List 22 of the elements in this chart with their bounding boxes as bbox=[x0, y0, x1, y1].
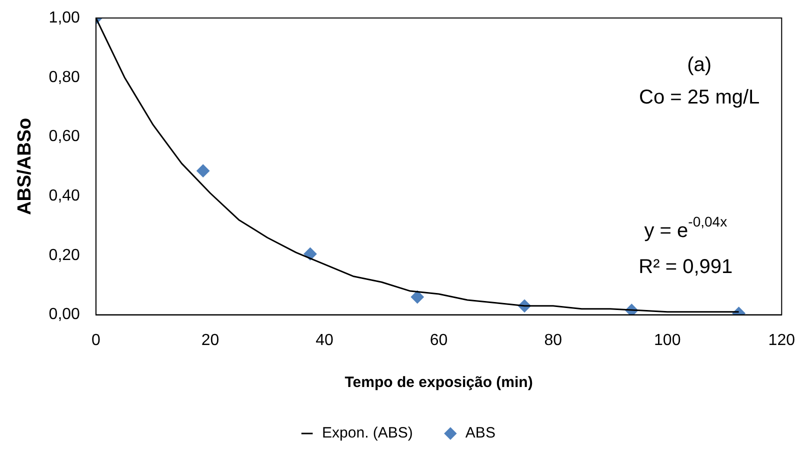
point bbox=[410, 290, 424, 304]
x-tick-label: 40 bbox=[316, 332, 334, 349]
y-axis-title: ABS/ABSo bbox=[14, 118, 36, 215]
x-tick-label: 0 bbox=[91, 332, 100, 349]
point bbox=[196, 164, 210, 178]
y-tick-label: 0,80 bbox=[48, 68, 80, 86]
y-tick-label: 1,00 bbox=[48, 9, 80, 26]
x-tick-label: 80 bbox=[544, 332, 562, 349]
x-tick-label: 20 bbox=[201, 332, 220, 349]
annotation: Co = 25 mg/L bbox=[639, 86, 760, 109]
x-axis-title: Tempo de exposição (min) bbox=[344, 374, 533, 392]
y-tick-label: 0,20 bbox=[48, 246, 80, 264]
annotation: (a) bbox=[687, 54, 712, 76]
x-tick-label: 100 bbox=[654, 332, 681, 349]
y-tick-label: 0,40 bbox=[48, 187, 80, 204]
y-tick-label: 0,00 bbox=[48, 306, 80, 324]
legend-label: ABS bbox=[465, 424, 496, 442]
x-tick-label: 120 bbox=[768, 332, 796, 349]
annotation: R² = 0,991 bbox=[638, 256, 733, 278]
y-tick-label: 0,60 bbox=[48, 128, 80, 146]
x-tick-label: 60 bbox=[430, 332, 448, 349]
legend-label: Expon. (ABS) bbox=[322, 424, 413, 442]
